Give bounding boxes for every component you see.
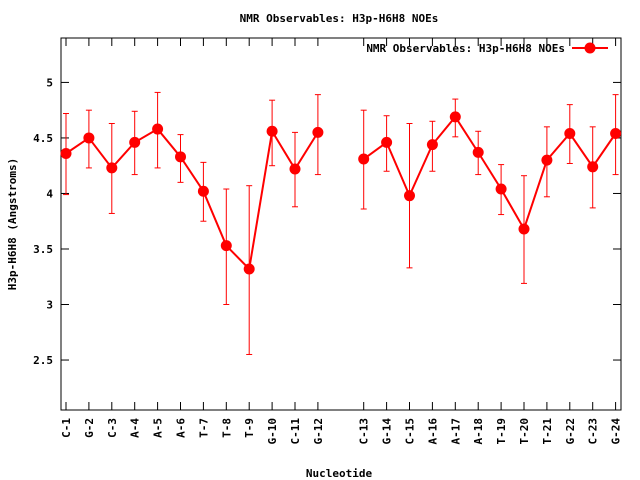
legend-label: NMR Observables: H3p-H6H8 NOEs xyxy=(366,42,565,55)
y-tick-label: 2.5 xyxy=(33,354,53,367)
data-point xyxy=(266,125,278,137)
x-tick-label: A-18 xyxy=(472,418,485,445)
data-point xyxy=(472,146,484,158)
x-tick-label: A-6 xyxy=(175,418,188,438)
data-point xyxy=(220,240,232,252)
data-point xyxy=(381,136,393,148)
data-point xyxy=(60,147,72,159)
x-tick-label: T-8 xyxy=(220,418,233,438)
x-tick-label: C-13 xyxy=(358,418,371,445)
data-point xyxy=(129,136,141,148)
x-tick-label: C-15 xyxy=(404,418,417,445)
x-axis-label: Nucleotide xyxy=(306,467,373,480)
data-point xyxy=(449,111,461,123)
data-point xyxy=(152,123,164,135)
x-tick-label: A-5 xyxy=(152,418,165,438)
y-tick-label: 3 xyxy=(46,299,53,312)
data-point xyxy=(518,223,530,235)
y-tick-label: 4.5 xyxy=(33,132,53,145)
y-axis: 2.5 3 3.5 4 4.5 5 xyxy=(33,76,621,367)
x-tick-label: T-20 xyxy=(518,418,531,445)
data-point xyxy=(404,190,415,202)
series-line-strand-1 xyxy=(65,127,319,272)
y-axis-label: H3p-H6H8 (Angstroms) xyxy=(6,158,19,290)
x-tick-label: T-19 xyxy=(495,418,508,445)
plot-frame xyxy=(60,37,622,411)
legend-marker-sample xyxy=(584,42,596,54)
data-point xyxy=(426,139,438,151)
data-point xyxy=(289,163,301,175)
x-tick-label: G-10 xyxy=(266,418,279,445)
x-tick-label: G-24 xyxy=(610,418,623,445)
y-tick-label: 5 xyxy=(46,76,53,89)
y-tick-label: 4 xyxy=(46,187,53,200)
legend: NMR Observables: H3p-H6H8 NOEs xyxy=(366,42,608,55)
data-point xyxy=(175,151,186,163)
series-line-strand-2 xyxy=(363,115,617,232)
x-tick-label: C-1 xyxy=(60,418,73,438)
y-tick-label: 3.5 xyxy=(33,243,53,256)
data-point xyxy=(587,161,599,173)
chart-title: NMR Observables: H3p-H6H8 NOEs xyxy=(240,12,439,25)
x-tick-label: C-3 xyxy=(106,418,119,438)
x-tick-label: T-7 xyxy=(197,418,210,438)
data-point xyxy=(495,183,507,195)
x-tick-label: A-4 xyxy=(129,418,142,438)
x-tick-label: G-2 xyxy=(83,418,96,438)
x-tick-label: G-12 xyxy=(312,418,325,445)
x-tick-label: A-17 xyxy=(449,418,462,445)
data-point xyxy=(197,185,209,197)
data-series xyxy=(60,91,622,355)
data-point xyxy=(243,263,255,275)
data-point xyxy=(541,154,553,166)
data-point xyxy=(610,127,622,139)
data-point xyxy=(312,126,324,138)
x-tick-label: T-9 xyxy=(243,418,256,438)
x-tick-label: A-16 xyxy=(426,418,439,445)
x-tick-label: G-14 xyxy=(381,418,394,445)
data-point xyxy=(106,162,118,174)
x-tick-label: T-21 xyxy=(541,418,554,445)
x-tick-label: C-23 xyxy=(587,418,600,445)
data-point xyxy=(83,132,95,144)
x-tick-label: C-11 xyxy=(289,418,302,445)
x-tick-label: G-22 xyxy=(564,418,577,445)
data-point xyxy=(564,127,576,139)
data-point xyxy=(358,153,370,165)
x-axis: C-1 G-2 C-3 A-4 A-5 A-6 T-7 T-8 T-9 G-10 C-11 G-12 C… xyxy=(60,38,623,445)
